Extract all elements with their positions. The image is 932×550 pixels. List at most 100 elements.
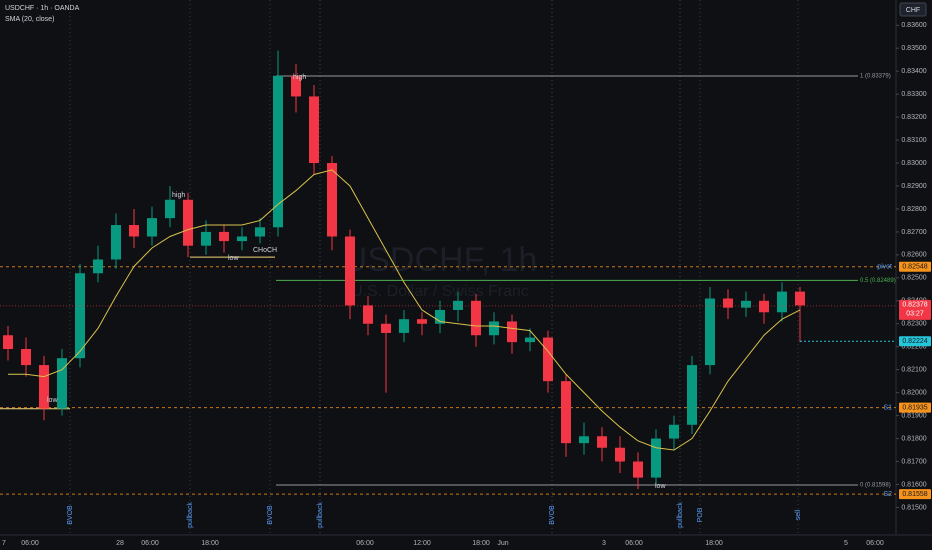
pivot-label: S1: [883, 404, 892, 411]
candle-body: [669, 424, 679, 439]
candle-body: [507, 321, 517, 343]
event-label: pullback: [317, 502, 324, 528]
y-tick-label: 0.82500: [901, 275, 926, 282]
candle-body: [399, 319, 409, 333]
candle-body: [273, 75, 283, 228]
candle-body: [435, 309, 445, 324]
event-label: pullback: [677, 502, 684, 528]
candle-body: [381, 323, 391, 333]
event-label: BVOB: [549, 505, 556, 525]
x-tick-label: 18:00: [705, 540, 723, 547]
candle-body: [39, 365, 49, 409]
pivot-label: pivot: [877, 264, 892, 271]
candle-body: [183, 199, 193, 246]
candle-body: [75, 273, 85, 359]
y-tick-label: 0.83400: [901, 68, 926, 75]
candle-body: [309, 96, 319, 164]
fib-label: 1 (0.83379): [860, 74, 891, 80]
x-tick-label: 06:00: [141, 540, 159, 547]
y-tick-label: 0.82700: [901, 229, 926, 236]
y-tick-label: 0.82200: [901, 344, 926, 351]
x-tick-label: 06:00: [21, 540, 39, 547]
countdown-label: 03:27: [906, 311, 924, 318]
pivot-label: S2: [883, 491, 892, 498]
candle-body: [759, 300, 769, 313]
y-tick-label: 0.83000: [901, 160, 926, 167]
y-tick-label: 0.81500: [901, 504, 926, 511]
candle-body: [741, 300, 751, 308]
x-tick-label: 5: [844, 540, 848, 547]
candle-body: [525, 337, 535, 343]
pivot-badge-label: 0.81558: [902, 491, 927, 498]
candle-body: [597, 436, 607, 448]
indicator-label: SMA (20, close): [5, 16, 54, 23]
x-tick-label: 06:00: [356, 540, 374, 547]
current-price-label: 0.82378: [902, 302, 927, 309]
candle-body: [327, 163, 337, 237]
candle-body: [129, 225, 139, 237]
y-tick-label: 0.83200: [901, 114, 926, 121]
currency-badge[interactable]: [899, 2, 927, 17]
candle-body: [417, 319, 427, 324]
annotation: low: [655, 483, 666, 490]
y-tick-label: 0.82000: [901, 389, 926, 396]
candle-body: [633, 461, 643, 478]
candle-body: [543, 337, 553, 382]
y-tick-label: 0.81700: [901, 458, 926, 465]
candle-body: [489, 321, 499, 336]
candle-body: [21, 349, 31, 366]
candle-body: [471, 300, 481, 336]
candle-body: [345, 236, 355, 306]
candle-body: [705, 298, 715, 366]
candle-body: [255, 227, 265, 237]
y-tick-label: 0.81900: [901, 412, 926, 419]
marker-badge: [899, 336, 931, 347]
x-tick-label: 3: [602, 540, 606, 547]
y-tick-label: 0.82100: [901, 367, 926, 374]
currency-label[interactable]: CHF: [906, 7, 920, 14]
candle-body: [561, 381, 571, 444]
y-tick-label: 0.83300: [901, 91, 926, 98]
candle-body: [93, 259, 103, 274]
annotation: low: [228, 255, 239, 262]
annotation: high: [293, 74, 306, 81]
candle-body: [237, 236, 247, 242]
event-label: BVOB: [67, 505, 74, 525]
candle-body: [111, 225, 121, 260]
pivot-badge-label: 0.81935: [902, 404, 927, 411]
chart-title: USDCHF · 1h · OANDA: [5, 5, 80, 12]
x-tick-label: 28: [116, 540, 124, 547]
marker-badge-label: 0.82224: [902, 338, 927, 345]
candle-body: [615, 447, 625, 462]
x-tick-label: Jun: [497, 540, 508, 547]
y-tick-label: 0.82800: [901, 206, 926, 213]
pivot-badge-label: 0.82548: [902, 264, 927, 271]
y-tick-label: 0.82600: [901, 252, 926, 259]
y-tick-label: 0.82900: [901, 183, 926, 190]
x-tick-label: 12:00: [413, 540, 431, 547]
candle-body: [687, 365, 697, 425]
event-label: POB: [697, 507, 704, 522]
x-tick-label: 7: [2, 540, 6, 547]
fib-label: 0.5 (0.82489): [860, 278, 896, 284]
y-tick-label: 0.81600: [901, 481, 926, 488]
annotation: low: [47, 397, 58, 404]
sma-line: [8, 169, 801, 451]
y-tick-label: 0.83500: [901, 45, 926, 52]
y-tick-label: 0.81800: [901, 435, 926, 442]
candle-body: [3, 335, 13, 350]
annotation: high: [172, 192, 185, 199]
x-tick-label: 18:00: [201, 540, 219, 547]
pivot-badge: [899, 402, 931, 413]
candle-body: [57, 358, 67, 409]
candle-body: [147, 218, 157, 237]
pivot-badge: [899, 261, 931, 272]
y-tick-label: 0.83600: [901, 22, 926, 29]
candle-body: [579, 436, 589, 444]
y-tick-label: 0.83100: [901, 137, 926, 144]
candle-body: [795, 291, 805, 306]
x-tick-label: 06:00: [625, 540, 643, 547]
watermark: USDCHF, 1h: [343, 241, 538, 279]
